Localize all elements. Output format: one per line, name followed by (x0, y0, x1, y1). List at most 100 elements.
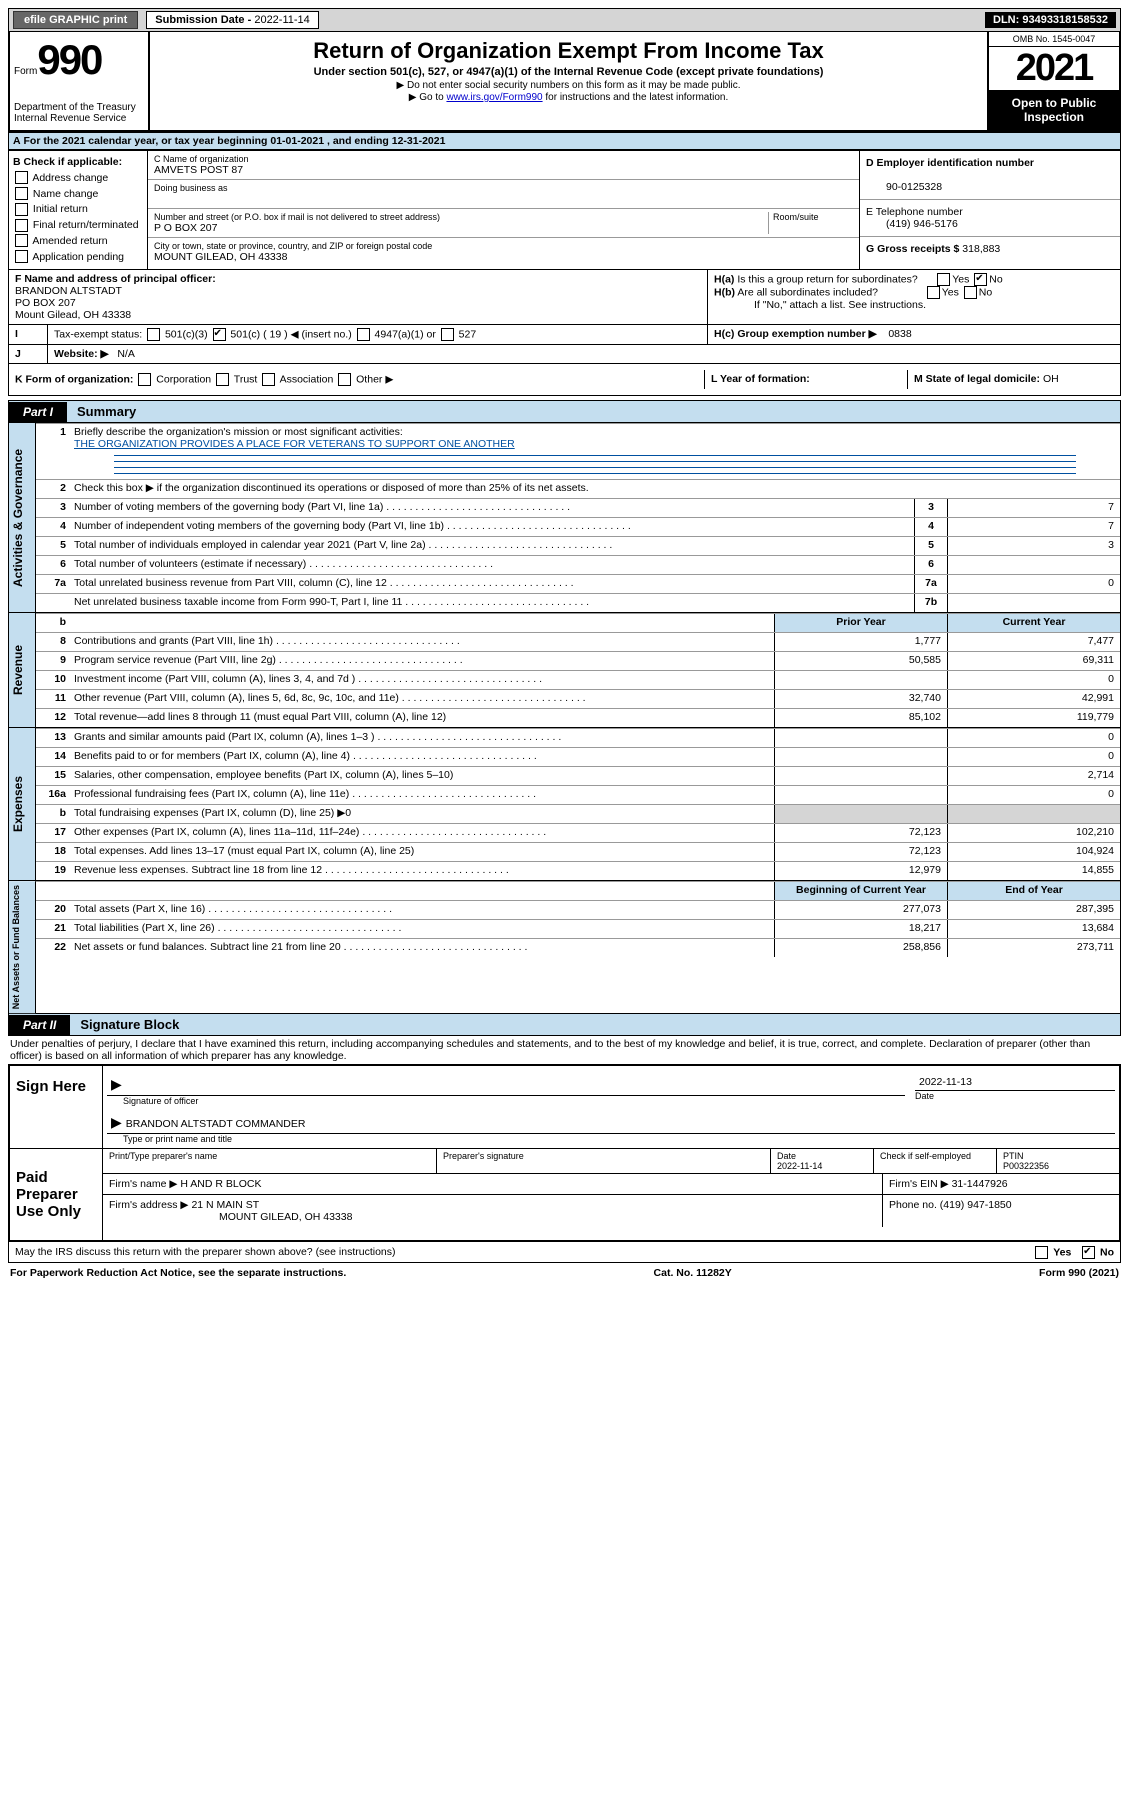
p14 (774, 748, 947, 766)
cb-final[interactable] (15, 219, 28, 232)
state-value: OH (1043, 373, 1059, 385)
efile-print-button[interactable]: efile GRAPHIC print (13, 11, 138, 29)
l20: Total assets (Part X, line 16) (70, 901, 774, 919)
bullet2-pre: Go to (419, 92, 446, 103)
sig-date: 2022-11-13 (915, 1070, 1115, 1091)
l8: Contributions and grants (Part VIII, lin… (70, 633, 774, 651)
firm-phone-label: Phone no. (889, 1199, 940, 1211)
cb-hb-no[interactable] (964, 286, 977, 299)
sec-expenses: Expenses 13Grants and similar amounts pa… (8, 728, 1121, 881)
l5-text: Total number of individuals employed in … (70, 537, 914, 555)
c15: 2,714 (947, 767, 1120, 785)
col-b-header: B Check if applicable: (13, 156, 122, 168)
hd-curr: Current Year (947, 614, 1120, 632)
v7a: 0 (947, 575, 1120, 593)
l4-text: Number of independent voting members of … (70, 518, 914, 536)
firm-name: H AND R BLOCK (180, 1178, 261, 1190)
cb-other[interactable] (338, 373, 351, 386)
row-j: J Website: ▶ N/A (8, 345, 1121, 364)
gross-value: 318,883 (962, 243, 1000, 255)
open-to-public: Open to Public Inspection (989, 90, 1119, 130)
firm-phone: (419) 947-1850 (940, 1199, 1012, 1211)
cb-hb-yes[interactable] (927, 286, 940, 299)
part-2-title: Signature Block (70, 1014, 189, 1035)
form990-link[interactable]: www.irs.gov/Form990 (446, 92, 542, 103)
p12: 85,102 (774, 709, 947, 727)
cb-ha-yes[interactable] (937, 273, 950, 286)
org-address: P O BOX 207 (154, 222, 768, 234)
discuss-yes: Yes (1053, 1247, 1071, 1259)
c12: 119,779 (947, 709, 1120, 727)
top-toolbar: efile GRAPHIC print Submission Date - 20… (8, 8, 1121, 32)
hc-label: H(c) Group exemption number ▶ (714, 328, 877, 340)
grid-bcd: B Check if applicable: Address change Na… (8, 150, 1121, 270)
cb-name[interactable] (15, 187, 28, 200)
hb-no: No (979, 287, 992, 299)
cb-4947[interactable] (357, 328, 370, 341)
c9: 69,311 (947, 652, 1120, 670)
cb-address[interactable] (15, 171, 28, 184)
dln: DLN: 93493318158532 (985, 12, 1116, 28)
org-name: AMVETS POST 87 (154, 164, 853, 176)
v6 (947, 556, 1120, 574)
cb-501c[interactable] (213, 328, 226, 341)
cb-app[interactable] (15, 250, 28, 263)
org-city: MOUNT GILEAD, OH 43338 (154, 251, 853, 263)
cb-discuss-no[interactable] (1082, 1246, 1095, 1259)
l11: Other revenue (Part VIII, column (A), li… (70, 690, 774, 708)
website-label: Website: ▶ (54, 348, 109, 360)
v3: 7 (947, 499, 1120, 517)
cb-527[interactable] (441, 328, 454, 341)
cb-ha-no[interactable] (974, 273, 987, 286)
prep-date-label: Date (777, 1151, 796, 1161)
ha-no: No (989, 274, 1002, 286)
c11: 42,991 (947, 690, 1120, 708)
l15: Salaries, other compensation, employee b… (70, 767, 774, 785)
cb-corp[interactable] (138, 373, 151, 386)
cb-final-label: Final return/terminated (33, 219, 139, 231)
cb-501c3[interactable] (147, 328, 160, 341)
hd-begin: Beginning of Current Year (774, 882, 947, 900)
cb-assoc[interactable] (262, 373, 275, 386)
p17: 72,123 (774, 824, 947, 842)
l7a-text: Total unrelated business revenue from Pa… (70, 575, 914, 593)
row-i: I Tax-exempt status: 501(c)(3) 501(c) ( … (8, 325, 1121, 345)
opt-527: 527 (459, 329, 477, 341)
p16a (774, 786, 947, 804)
submission-date: Submission Date - 2022-11-14 (146, 11, 318, 29)
subdate-value: 2022-11-14 (254, 14, 309, 26)
dba-label: Doing business as (154, 183, 853, 193)
cb-amend-label: Amended return (32, 235, 107, 247)
p13 (774, 729, 947, 747)
tax-status-label: Tax-exempt status: (54, 329, 142, 341)
l7b-text: Net unrelated business taxable income fr… (70, 594, 914, 612)
p22: 258,856 (774, 939, 947, 957)
vlabel-netassets: Net Assets or Fund Balances (9, 881, 36, 1013)
discuss-no: No (1100, 1247, 1114, 1259)
cb-initial[interactable] (15, 203, 28, 216)
opt-501c: 501(c) ( 19 ) ◀ (insert no.) (230, 329, 351, 341)
l17: Other expenses (Part IX, column (A), lin… (70, 824, 774, 842)
opt-assoc: Association (280, 374, 334, 386)
foot-pra: For Paperwork Reduction Act Notice, see … (10, 1267, 346, 1279)
row-a: A For the 2021 calendar year, or tax yea… (8, 132, 1121, 150)
form-number: 990 (37, 36, 101, 83)
cb-amended[interactable] (15, 234, 28, 247)
row-a-text: For the 2021 calendar year, or tax year … (24, 135, 446, 147)
cb-address-label: Address change (32, 172, 108, 184)
c8: 7,477 (947, 633, 1120, 651)
officer-name: BRANDON ALTSTADT (15, 285, 122, 297)
type-label: Type or print name and title (107, 1134, 1115, 1144)
website-value: N/A (117, 348, 135, 360)
foot-form: Form 990 (2021) (1039, 1267, 1119, 1279)
cb-discuss-yes[interactable] (1035, 1246, 1048, 1259)
cb-trust[interactable] (216, 373, 229, 386)
footer: For Paperwork Reduction Act Notice, see … (8, 1263, 1121, 1283)
p19: 12,979 (774, 862, 947, 880)
state-label: M State of legal domicile: (914, 373, 1043, 385)
signature-block: Sign Here Signature of officer 2022-11-1… (8, 1064, 1121, 1242)
city-label: City or town, state or province, country… (154, 241, 853, 251)
form-title-box: Return of Organization Exempt From Incom… (150, 32, 987, 130)
firm-ein-label: Firm's EIN ▶ (889, 1178, 949, 1190)
form-title: Return of Organization Exempt From Incom… (154, 38, 983, 64)
